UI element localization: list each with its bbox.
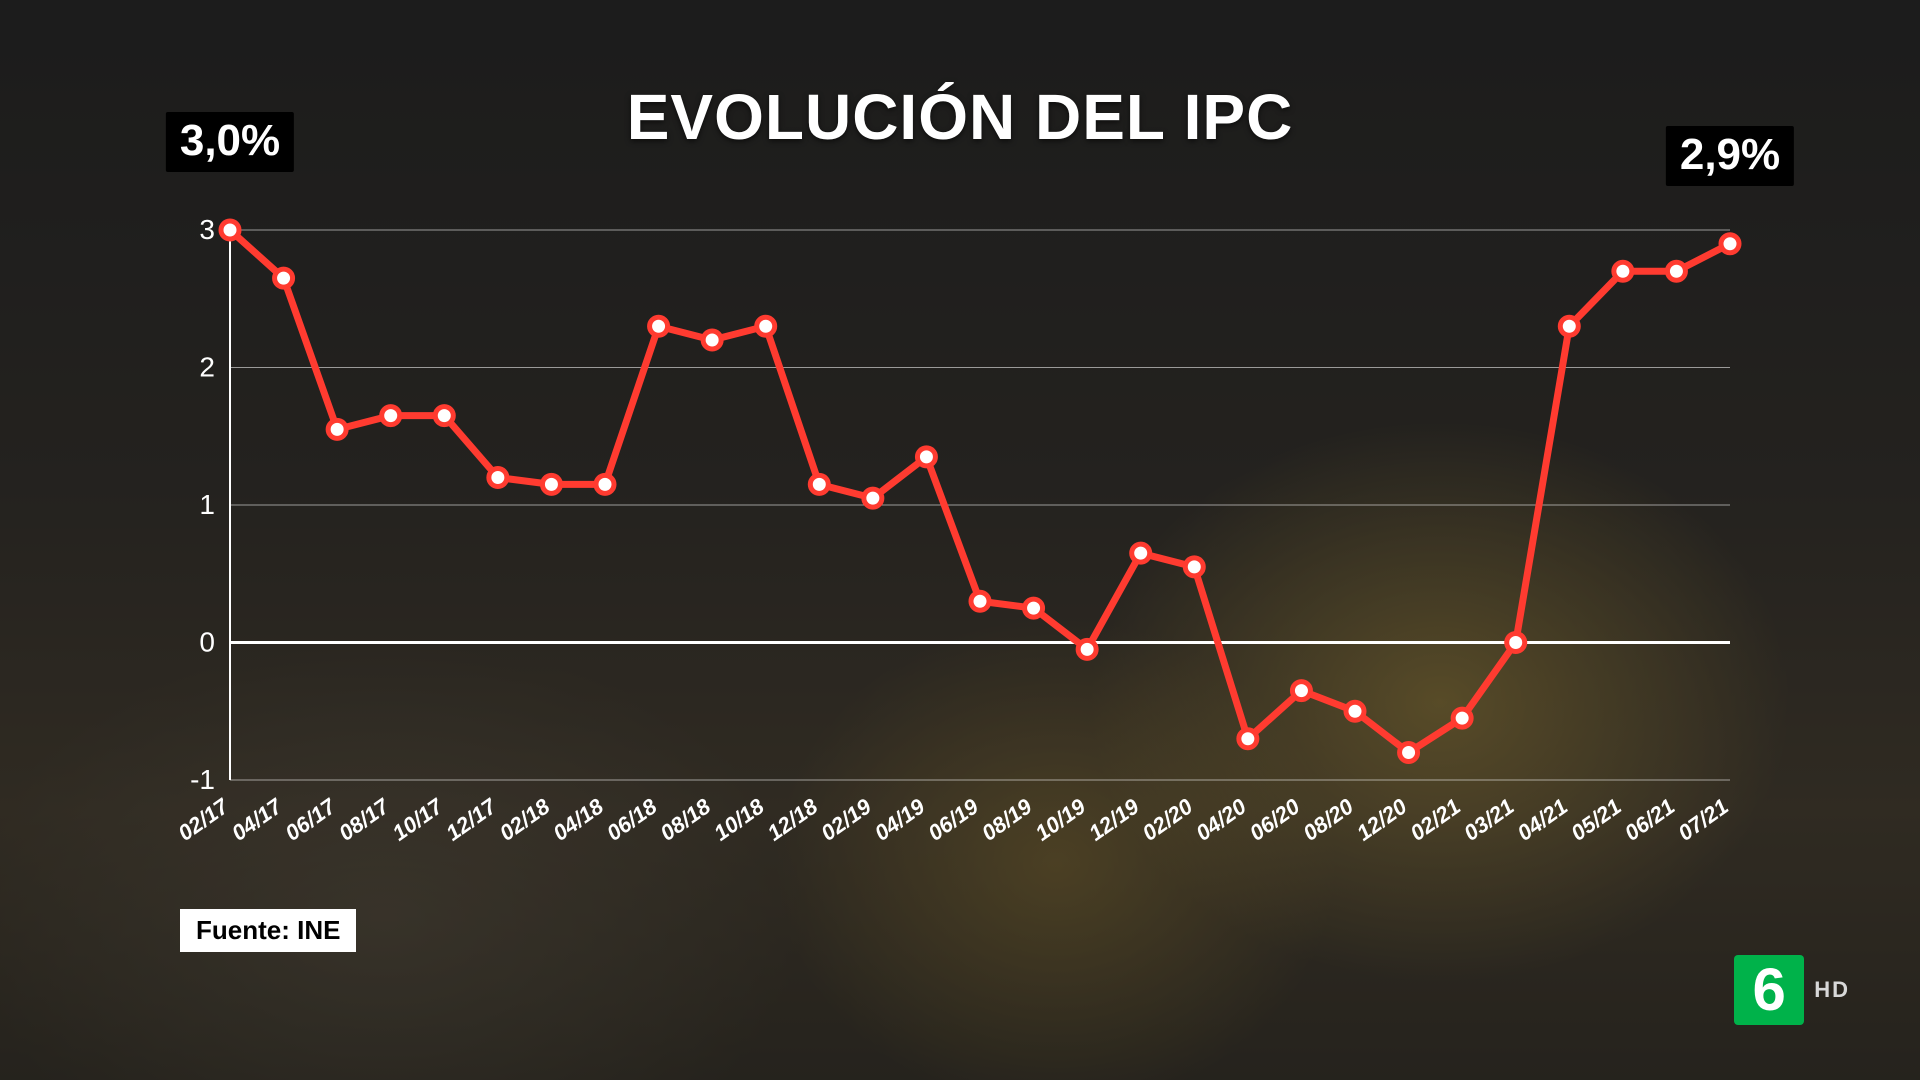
svg-text:08/17: 08/17	[334, 793, 395, 846]
svg-text:10/19: 10/19	[1031, 793, 1091, 845]
source-label: Fuente: INE	[180, 909, 356, 952]
svg-text:02/20: 02/20	[1138, 793, 1198, 845]
svg-text:04/19: 04/19	[870, 793, 930, 845]
svg-text:04/21: 04/21	[1513, 794, 1572, 846]
svg-text:12/20: 12/20	[1352, 793, 1412, 845]
svg-text:3: 3	[199, 214, 215, 245]
svg-text:0: 0	[199, 627, 215, 658]
svg-text:12/19: 12/19	[1084, 793, 1144, 845]
svg-text:10/18: 10/18	[709, 793, 769, 845]
svg-text:2: 2	[199, 352, 215, 383]
hd-label: HD	[1814, 977, 1850, 1003]
svg-text:02/19: 02/19	[816, 793, 876, 845]
svg-text:06/18: 06/18	[602, 793, 662, 845]
svg-text:06/17: 06/17	[281, 793, 342, 846]
svg-text:04/18: 04/18	[548, 793, 608, 845]
channel-logo-6-icon: 6	[1734, 955, 1804, 1025]
svg-text:04/20: 04/20	[1191, 793, 1251, 845]
svg-text:12/17: 12/17	[441, 793, 502, 846]
svg-text:06/20: 06/20	[1245, 793, 1305, 845]
svg-text:08/18: 08/18	[656, 793, 716, 845]
ipc-line-chart: -1012302/1704/1706/1708/1710/1712/1702/1…	[180, 220, 1740, 790]
svg-text:1: 1	[199, 489, 215, 520]
svg-text:06/19: 06/19	[923, 793, 983, 845]
value-callout-start: 3,0%	[166, 112, 294, 172]
svg-text:05/21: 05/21	[1566, 794, 1625, 846]
svg-text:-1: -1	[190, 764, 215, 795]
svg-text:04/17: 04/17	[227, 793, 288, 846]
svg-text:02/21: 02/21	[1406, 794, 1465, 846]
svg-text:03/21: 03/21	[1459, 794, 1518, 846]
svg-text:06/21: 06/21	[1620, 794, 1679, 846]
chart-svg: -1012302/1704/1706/1708/1710/1712/1702/1…	[180, 220, 1740, 910]
channel-logo: 6 HD	[1734, 955, 1850, 1025]
svg-text:02/18: 02/18	[495, 793, 555, 845]
svg-text:10/17: 10/17	[388, 793, 449, 846]
svg-text:08/19: 08/19	[977, 793, 1037, 845]
svg-text:12/18: 12/18	[763, 793, 823, 845]
value-callout-end: 2,9%	[1666, 126, 1794, 186]
svg-text:02/17: 02/17	[173, 793, 234, 846]
svg-text:07/21: 07/21	[1673, 794, 1732, 846]
stage: EVOLUCIÓN DEL IPC -1012302/1704/1706/170…	[0, 0, 1920, 1080]
svg-text:08/20: 08/20	[1298, 793, 1358, 845]
